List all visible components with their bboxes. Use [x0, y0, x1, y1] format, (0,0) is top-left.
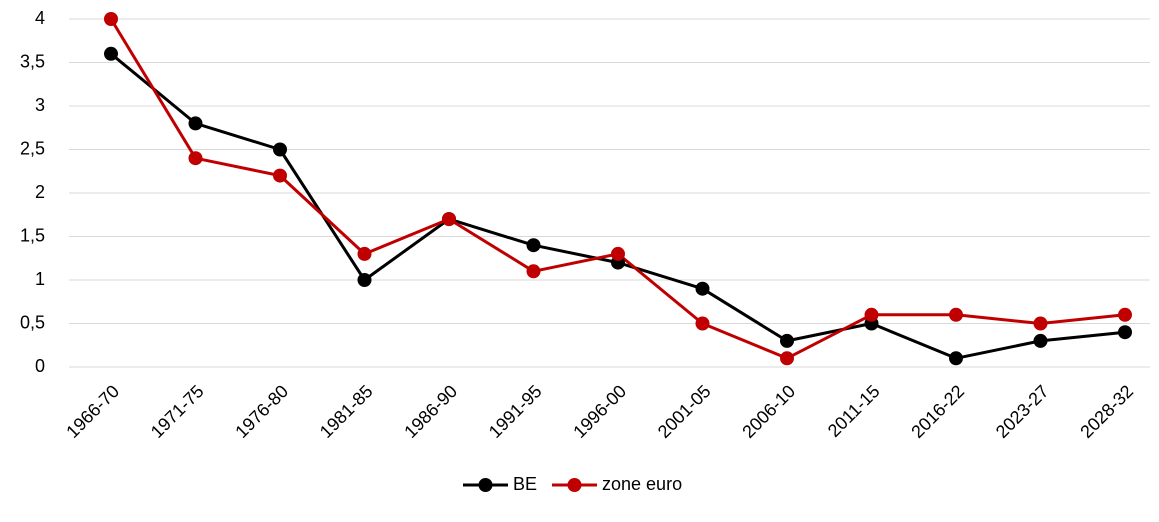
data-point — [188, 151, 203, 166]
data-point — [526, 238, 541, 253]
data-point — [1118, 325, 1132, 340]
data-point — [273, 142, 287, 157]
data-point — [780, 351, 794, 366]
data-point — [526, 264, 541, 279]
y-tick-label: 0 — [35, 356, 45, 376]
legend-marker — [478, 478, 493, 492]
x-tick-label: 1981-85 — [316, 381, 377, 442]
data-point — [1033, 333, 1048, 348]
data-point — [442, 212, 456, 227]
data-point — [780, 333, 794, 348]
x-tick-label: 1996-00 — [569, 381, 630, 442]
x-tick-label: 2028-32 — [1076, 381, 1137, 442]
legend-label: BE — [513, 474, 537, 494]
data-point — [949, 351, 963, 366]
series-line — [110, 52, 1126, 360]
data-point — [695, 281, 710, 296]
data-point — [188, 116, 203, 131]
x-tick-label: 1966-70 — [62, 381, 123, 442]
x-tick-label: 1976-80 — [231, 381, 292, 442]
legend-label: zone euro — [602, 474, 682, 494]
data-point — [1118, 307, 1132, 322]
x-tick-label: 2001-05 — [654, 381, 715, 442]
y-tick-label: 3 — [35, 95, 45, 115]
data-point — [611, 246, 625, 261]
data-point — [1033, 316, 1048, 331]
x-tick-label: 1986-90 — [400, 381, 461, 442]
data-point — [104, 12, 118, 26]
y-tick-label: 0,5 — [20, 312, 45, 332]
y-tick-label: 3,5 — [20, 51, 45, 71]
legend-marker — [567, 478, 582, 492]
x-tick-label: 2016-22 — [907, 381, 968, 442]
y-tick-label: 1,5 — [20, 225, 45, 245]
data-point — [104, 46, 118, 61]
y-tick-label: 1 — [35, 269, 45, 289]
data-point — [949, 307, 963, 322]
x-tick-label: 2023-27 — [992, 381, 1053, 442]
data-point — [695, 316, 710, 331]
x-tick-label: 1971-75 — [147, 381, 208, 442]
data-point — [273, 168, 287, 183]
x-tick-label: 2011-15 — [824, 381, 884, 441]
data-point — [357, 246, 372, 261]
series-line — [109, 18, 1126, 360]
x-tick-label: 1991-95 — [485, 381, 546, 442]
data-point — [357, 273, 372, 287]
y-tick-label: 4 — [35, 8, 45, 28]
y-tick-label: 2 — [35, 182, 45, 202]
data-point — [864, 307, 879, 322]
x-tick-label: 2006-10 — [738, 381, 799, 442]
y-tick-label: 2,5 — [20, 138, 45, 158]
